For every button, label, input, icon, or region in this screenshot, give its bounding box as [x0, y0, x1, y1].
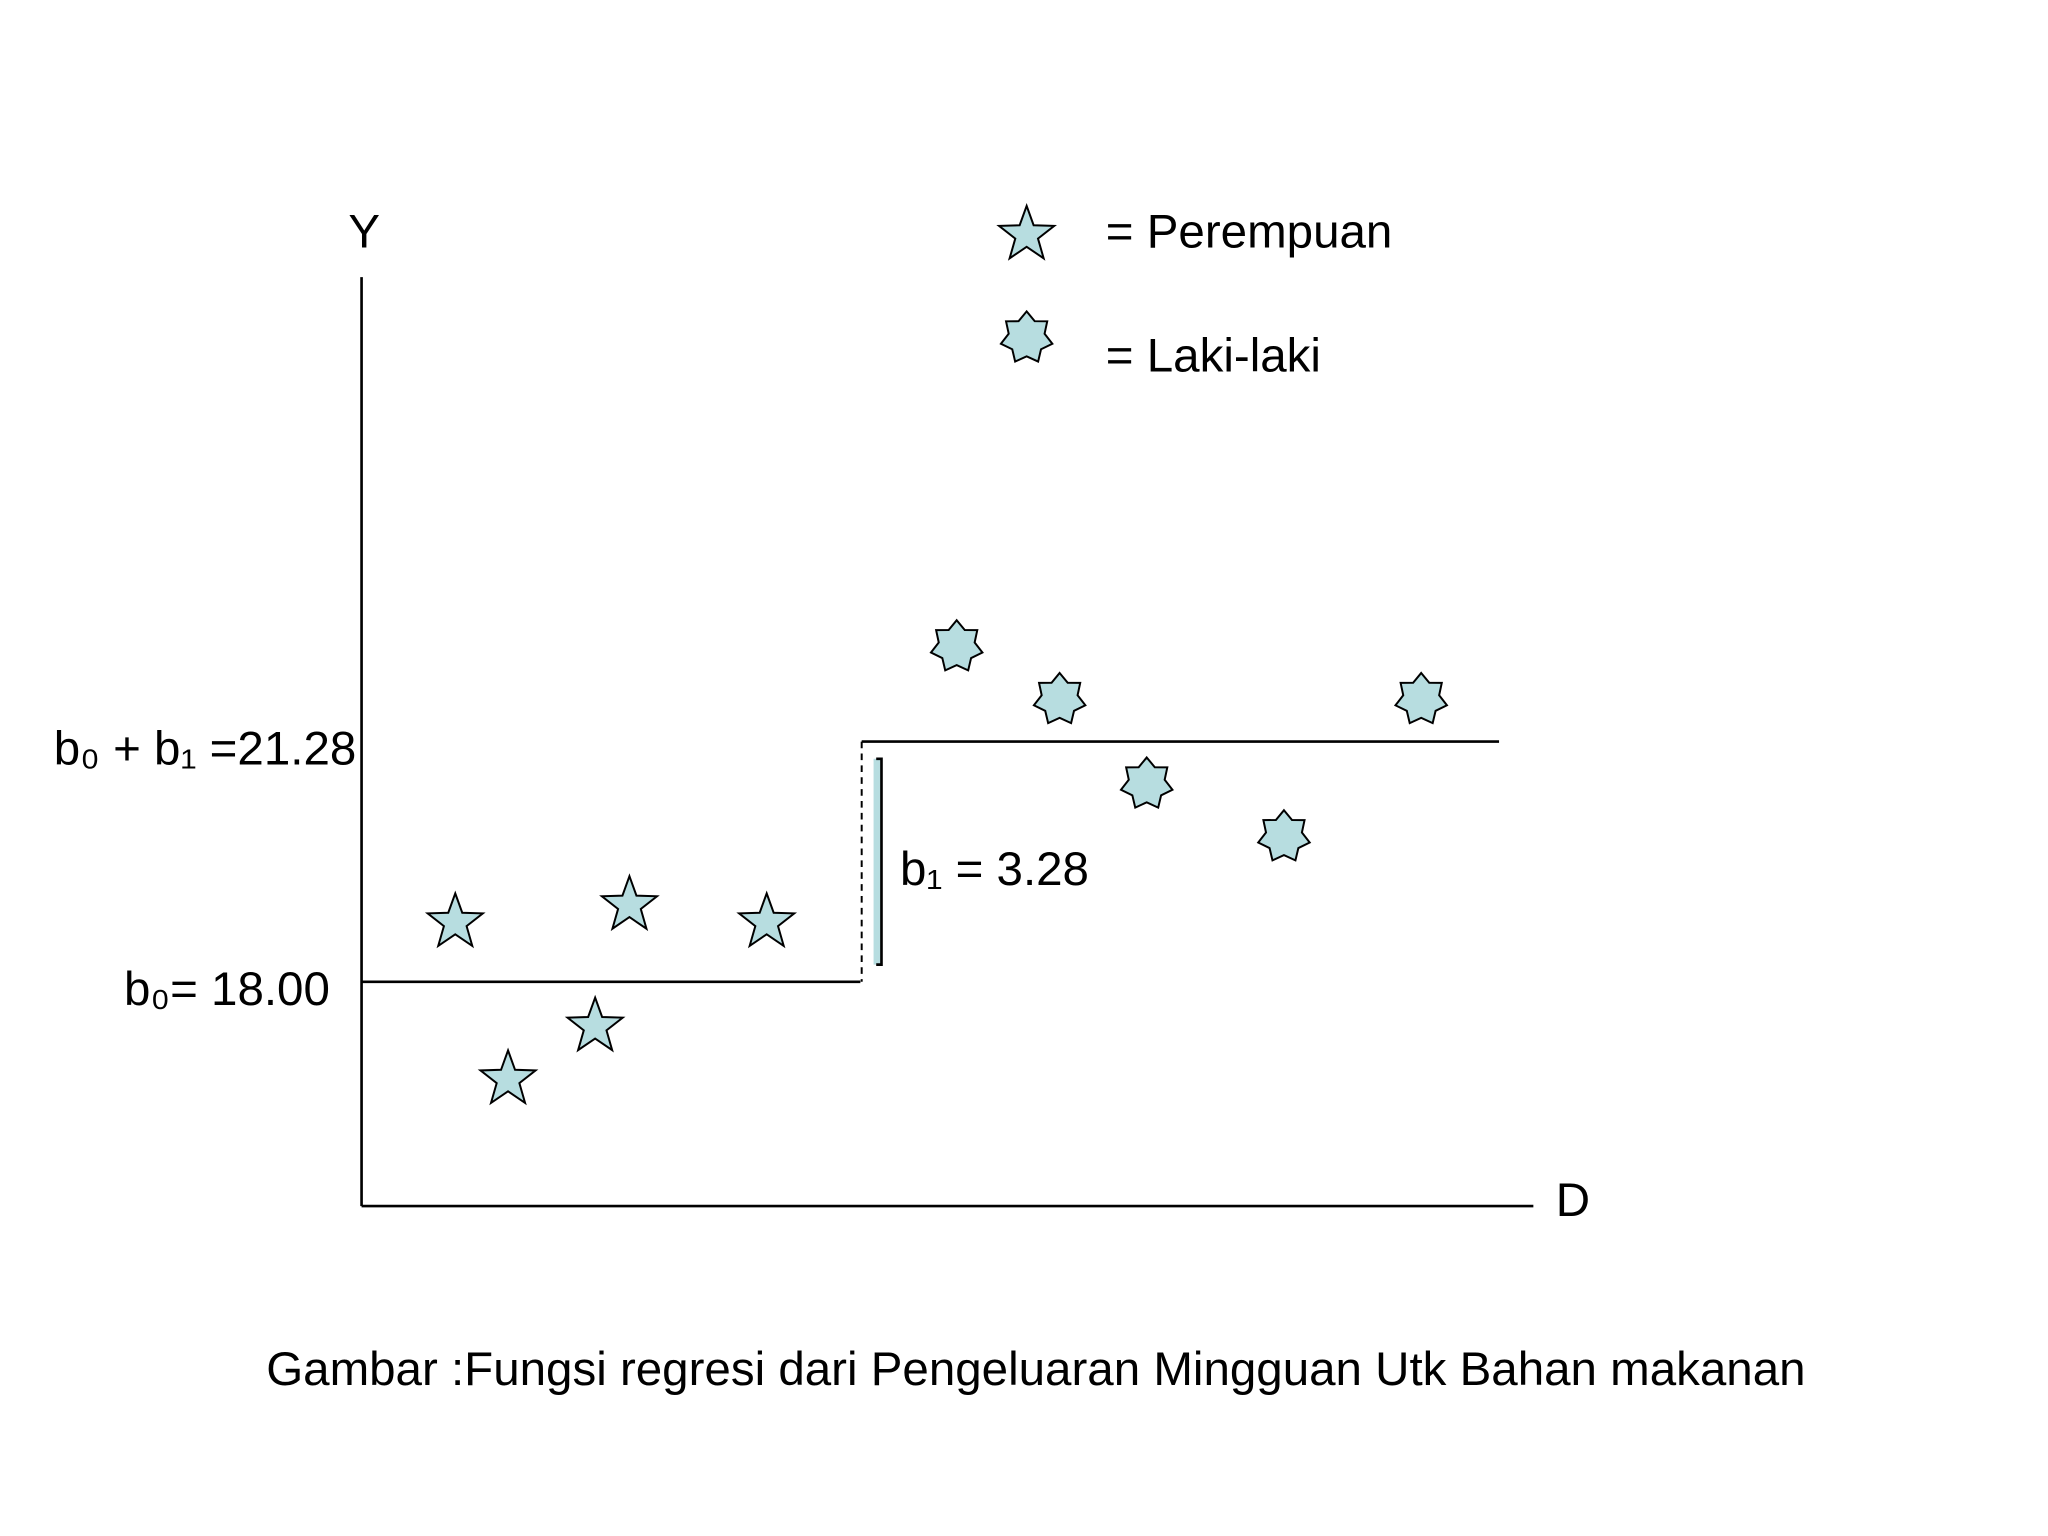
legend-female: = Perempuan — [1106, 205, 1393, 258]
male-point — [929, 618, 984, 672]
legend-male: = Laki-laki — [1106, 329, 1321, 382]
female-point — [424, 890, 486, 949]
female-point — [564, 994, 626, 1053]
bracket-fill — [873, 758, 882, 965]
female-point — [477, 1047, 539, 1106]
x-axis-label: D — [1556, 1174, 1590, 1227]
male-point — [1032, 671, 1087, 725]
y-axis-label: Y — [348, 205, 380, 258]
bracket — [876, 757, 883, 966]
female-point — [736, 890, 798, 949]
male-point — [1393, 671, 1449, 725]
male-point — [1119, 755, 1174, 809]
caption: Gambar :Fungsi regresi dari Pengeluaran … — [266, 1343, 1805, 1396]
male-point — [1256, 808, 1312, 862]
lower-label: b₀= 18.00 — [124, 963, 330, 1016]
difference-label: b₁ = 3.28 — [900, 843, 1089, 896]
legend-male-star — [999, 309, 1054, 363]
legend-female-star — [996, 202, 1057, 261]
points — [424, 202, 1449, 1106]
upper-label: b₀ + b₁ =21.28 — [54, 723, 357, 776]
female-point — [599, 873, 660, 932]
